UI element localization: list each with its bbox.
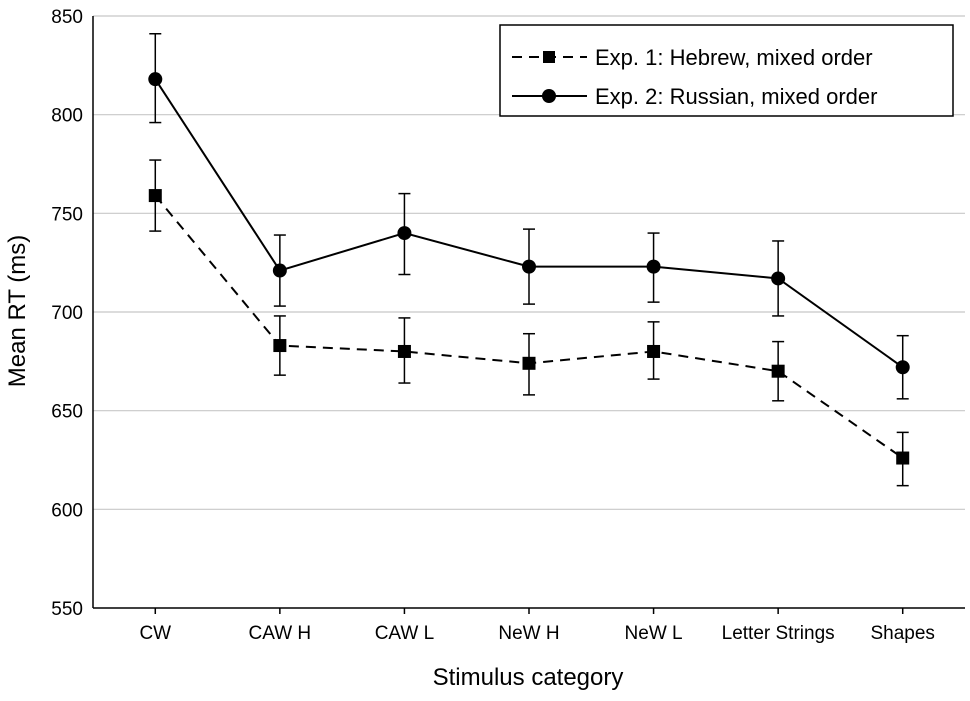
data-point-circle [272,263,287,278]
legend-marker-circle [542,89,556,103]
x-axis-title: Stimulus category [433,664,624,691]
legend: Exp. 1: Hebrew, mixed order Exp. 2: Russ… [499,24,954,117]
data-point-square [896,451,910,465]
data-point-square [771,364,785,378]
x-tick-label: NeW L [625,623,683,644]
y-tick-label: 600 [51,500,83,521]
y-tick-label: 850 [51,7,83,28]
legend-box [499,24,954,117]
series-line-2 [154,78,904,369]
y-tick-label: 550 [51,599,83,620]
axes: 550 600 650 700 750 800 850 CW CAW H CAW L NeW H Ne… [51,7,965,644]
x-tick-label: Shapes [870,623,934,644]
data-point-square [647,344,661,358]
x-tick-label: CAW H [249,623,312,644]
y-tick-label: 650 [51,402,83,423]
data-point-square [522,356,536,370]
data-point-circle [771,271,786,286]
data-point-circle [895,360,910,375]
data-point-square [397,344,411,358]
legend-marker-square [543,51,555,63]
legend-label-exp2: Exp. 2: Russian, mixed order [595,84,877,109]
x-tick-label: NeW H [498,623,559,644]
x-tick-label: CAW L [375,623,434,644]
data-point-circle [646,259,661,274]
y-tick-label: 700 [51,303,83,324]
x-tick-label: CW [139,623,171,644]
legend-label-exp1: Exp. 1: Hebrew, mixed order [595,45,873,70]
data-point-square [148,189,162,203]
data-point-square [273,339,287,353]
y-axis-title: Mean RT (ms) [4,235,31,387]
y-tick-label: 800 [51,106,83,127]
data-point-circle [397,226,412,241]
x-tick-label: Letter Strings [722,623,835,644]
series [148,33,910,487]
data-point-circle [522,259,536,274]
data-point-circle [148,72,163,87]
y-tick-label: 750 [51,204,83,225]
